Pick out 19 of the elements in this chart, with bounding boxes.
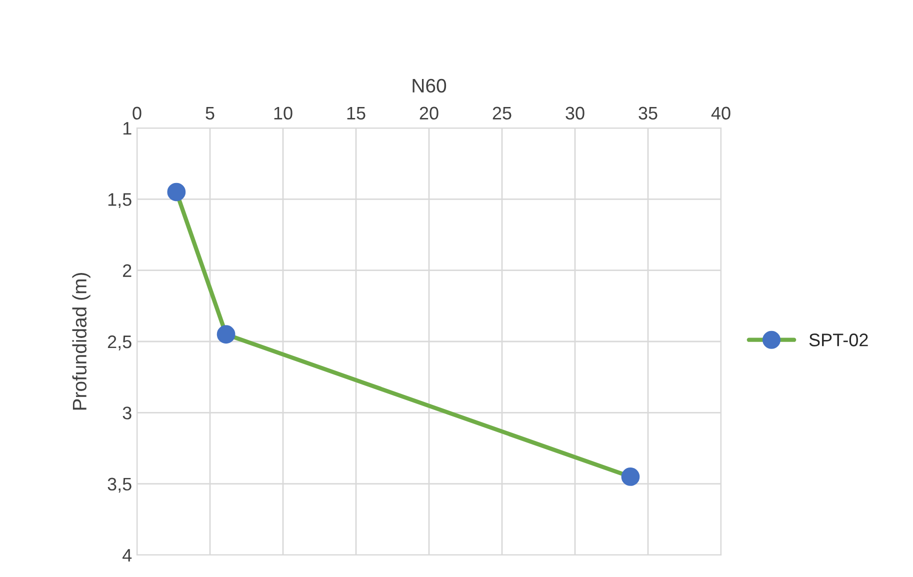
- y-tick-label: 2: [123, 264, 132, 277]
- x-tick-label: 20: [420, 106, 438, 120]
- y-tick-label: 1: [123, 122, 132, 135]
- x-tick-label: 15: [347, 106, 366, 120]
- y-tick-label: 3,5: [108, 478, 132, 493]
- x-tick-label: 5: [206, 106, 214, 120]
- y-axis-title: Profundidad (m): [72, 272, 90, 410]
- x-tick-label: 30: [566, 106, 584, 120]
- x-tick-label: 10: [274, 106, 292, 120]
- y-tick-label: 3: [122, 406, 132, 420]
- x-axis-title: N60: [412, 78, 446, 93]
- y-tick-label: 4: [122, 549, 132, 562]
- y-tick-label: 1,5: [108, 193, 132, 208]
- x-tick-label: 35: [638, 106, 658, 120]
- x-tick-label: 0: [132, 106, 142, 120]
- x-tick-label: 25: [492, 106, 512, 120]
- legend-label: SPT-02: [809, 334, 868, 346]
- y-tick-label: 2,5: [108, 335, 132, 350]
- x-tick-label: 40: [711, 106, 730, 120]
